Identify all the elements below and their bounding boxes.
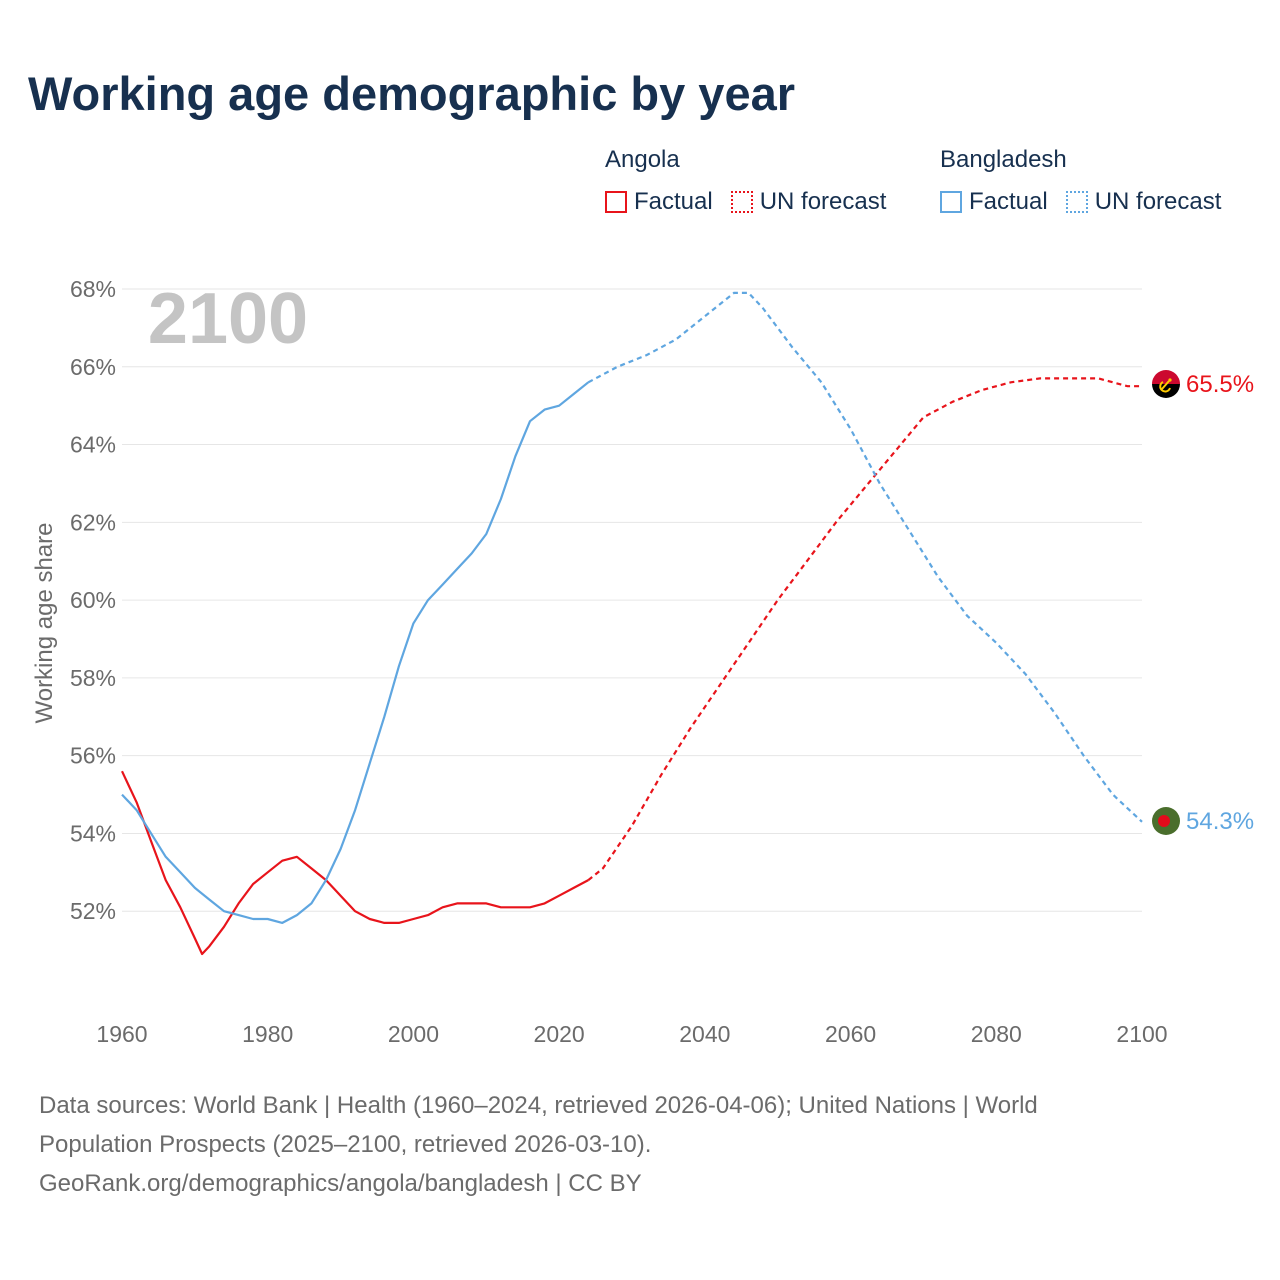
angola-flag-icon (1152, 370, 1180, 398)
y-axis-label: Working age share (31, 523, 58, 724)
end-markers: 65.5% 54.3% (1152, 370, 1254, 835)
year-watermark: 2100 (148, 279, 308, 359)
legend-angola-factual[interactable]: Factual (605, 188, 713, 216)
legend-angola-name: Angola (605, 146, 680, 173)
x-tick-label: 1980 (242, 1021, 293, 1047)
legend-angola-factual-label: Factual (634, 188, 713, 215)
legend-angola-forecast-label: UN forecast (759, 188, 887, 215)
y-tick-label: 52% (70, 898, 116, 924)
x-tick-label: 2040 (679, 1021, 730, 1047)
legend-bangladesh-factual[interactable]: Factual (940, 188, 1048, 216)
y-tick-label: 54% (70, 820, 116, 846)
source-note: Data sources: World Bank | Health (1960–… (39, 1086, 1239, 1203)
y-tick-label: 58% (70, 665, 116, 691)
y-tick-label: 56% (70, 743, 116, 769)
angola-factual-swatch-icon (605, 191, 627, 213)
source-line-1: Data sources: World Bank | Health (1960–… (39, 1092, 1038, 1119)
y-tick-label: 66% (70, 354, 116, 380)
legend-bangladesh-forecast-label: UN forecast (1094, 188, 1222, 215)
bangladesh-factual-line (121, 381, 589, 925)
angola-forecast-swatch-icon (730, 191, 753, 213)
legend-angola: Angola Factual UN forecast (605, 146, 904, 216)
y-axis-ticks: 52% 54% 56% 58% 60% 62% 64% 66% 68% (70, 276, 116, 924)
x-tick-label: 1960 (96, 1021, 147, 1047)
y-tick-label: 68% (70, 276, 116, 302)
x-tick-label: 2020 (534, 1021, 585, 1047)
legend-bangladesh-factual-label: Factual (969, 188, 1048, 215)
bangladesh-factual-swatch-icon (940, 191, 962, 213)
y-tick-label: 60% (70, 587, 116, 613)
angola-factual-line (121, 770, 589, 956)
y-tick-label: 64% (70, 432, 116, 458)
angola-end-label: 65.5% (1186, 371, 1254, 398)
bangladesh-flag-icon (1152, 807, 1180, 835)
bangladesh-forecast-line (587, 291, 1143, 823)
legend-bangladesh-name: Bangladesh (940, 146, 1067, 173)
x-axis-ticks: 1960 1980 2000 2020 2040 2060 2080 2100 (96, 1021, 1167, 1047)
x-tick-label: 2060 (825, 1021, 876, 1047)
legend-angola-forecast[interactable]: UN forecast (730, 188, 887, 216)
legend-bangladesh-forecast[interactable]: UN forecast (1065, 188, 1222, 216)
gridlines (122, 288, 1142, 912)
source-line-2: Population Prospects (2025–2100, retriev… (39, 1131, 652, 1158)
series-lines (121, 291, 1143, 956)
angola-forecast-line (587, 377, 1142, 881)
x-tick-label: 2000 (388, 1021, 439, 1047)
x-tick-label: 2080 (971, 1021, 1022, 1047)
legend-bangladesh: Bangladesh Factual UN forecast (940, 146, 1221, 216)
bangladesh-forecast-swatch-icon (1065, 191, 1088, 213)
line-chart: 52% 54% 56% 58% 60% 62% 64% 66% 68% 1960 1980 2000… (31, 276, 1254, 1047)
chart-title: Working age demographic by year (28, 67, 796, 120)
bangladesh-end-label: 54.3% (1186, 808, 1254, 835)
source-line-3[interactable]: GeoRank.org/demographics/angola/banglade… (39, 1170, 642, 1197)
y-tick-label: 62% (70, 509, 116, 535)
x-tick-label: 2100 (1116, 1021, 1167, 1047)
